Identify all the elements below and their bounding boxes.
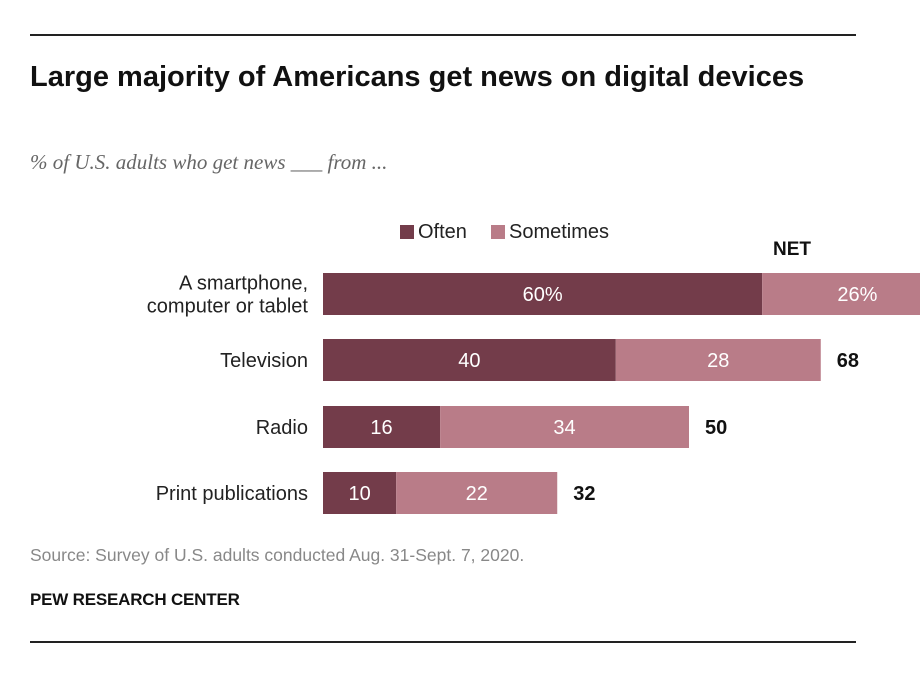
category-label: Television [220,350,308,372]
bar-often [323,273,763,315]
net-value-label: 50 [705,417,727,439]
bar-often [323,339,616,381]
net-header: NET [773,239,811,260]
bar-value-label: 16 [370,417,392,439]
bar-chart: Often Sometimes NET A smartphone,compute… [147,221,920,514]
legend-label-often: Often [418,221,467,243]
category-label: A smartphone, [179,273,308,295]
category-label: Print publications [156,483,308,505]
category-label: Radio [256,417,308,439]
bar-value-label: 40 [458,350,480,372]
brand-name: PEW RESEARCH CENTER [30,590,240,609]
bar-sometimes [762,273,920,315]
legend-swatch-often [400,225,414,239]
bar-value-label: 34 [553,417,575,439]
bar-often [323,406,441,448]
legend: Often Sometimes [400,221,609,243]
bars-group: A smartphone,computer or tablet60%26%86%… [147,273,920,514]
bar-value-label: 26% [837,284,877,306]
bar-value-label: 60% [523,284,563,306]
source-note: Source: Survey of U.S. adults conducted … [30,545,525,565]
chart-subtitle: % of U.S. adults who get news ___ from .… [30,150,388,174]
net-value-label: 68 [837,350,859,372]
chart-title: Large majority of Americans get news on … [30,61,805,93]
bar-sometimes [440,406,689,448]
legend-swatch-sometimes [491,225,505,239]
top-rule [30,34,856,36]
bar-value-label: 22 [466,483,488,505]
bar-sometimes [615,339,821,381]
bar-value-label: 28 [707,350,729,372]
bar-often [323,472,397,514]
legend-label-sometimes: Sometimes [509,221,609,243]
net-value-label: 32 [573,483,595,505]
bottom-rule [30,641,856,643]
bar-value-label: 10 [348,483,370,505]
category-label: computer or tablet [147,296,309,318]
bar-sometimes [396,472,558,514]
